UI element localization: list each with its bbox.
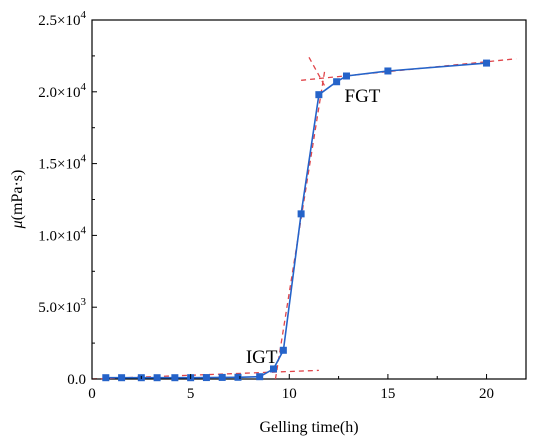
data-point xyxy=(102,374,110,382)
annotations: IGT FGT xyxy=(246,86,381,368)
series-layer xyxy=(102,59,491,382)
y-tick-label: 1.0×104 xyxy=(38,224,86,244)
y-tick-exponent: 4 xyxy=(81,81,87,93)
data-point xyxy=(153,374,161,382)
x-tick-label: 20 xyxy=(479,386,494,402)
data-point xyxy=(171,374,179,382)
y-tick-mantissa: 5.0×10 xyxy=(38,300,80,316)
x-axis-title: Gelling time(h) xyxy=(259,419,358,436)
data-point xyxy=(269,365,277,373)
x-tick-label: 5 xyxy=(187,386,195,402)
y-tick-label: 2.5×104 xyxy=(38,9,86,29)
y-tick-mantissa: 2.0×10 xyxy=(38,85,80,101)
y-axis-title: μ(mPa·s) xyxy=(9,170,26,230)
y-tick-exponent: 4 xyxy=(81,153,87,165)
plot-frame xyxy=(91,19,527,380)
annotation-label: FGT xyxy=(345,86,381,107)
y-tick-mantissa: 2.5×10 xyxy=(38,13,80,29)
data-point xyxy=(384,67,392,75)
x-tick-label: 0 xyxy=(88,386,96,402)
y-axis-symbol: μ xyxy=(9,220,26,229)
y-tick-label: 2.0×104 xyxy=(38,81,86,101)
data-point xyxy=(256,373,264,381)
series-line xyxy=(105,62,487,379)
data-point xyxy=(342,72,350,80)
data-point xyxy=(234,373,242,381)
data-point xyxy=(483,59,491,67)
x-tick-label: 15 xyxy=(380,386,395,402)
x-tick-label: 10 xyxy=(282,386,297,402)
y-tick-label: 1.5×104 xyxy=(38,153,86,173)
data-point xyxy=(202,374,210,382)
fit-line xyxy=(308,57,326,87)
data-point xyxy=(279,346,287,354)
y-tick-mantissa: 1.0×10 xyxy=(38,228,80,244)
axis-ticks: 0 5 10 15 200.05.0×1031.0×1041.5×1042.0×1042… xyxy=(38,9,494,402)
annotation-label: IGT xyxy=(246,347,278,368)
y-tick-mantissa: 0.0 xyxy=(67,372,86,388)
y-tick-label: 0.0 xyxy=(67,372,86,388)
data-point xyxy=(315,91,323,99)
y-tick-mantissa: 1.5×10 xyxy=(38,157,80,173)
data-point xyxy=(218,373,226,381)
y-axis-unit: (mPa·s) xyxy=(9,170,26,221)
data-point xyxy=(333,78,341,86)
y-tick-exponent: 3 xyxy=(81,296,87,308)
data-point xyxy=(297,210,305,218)
data-point xyxy=(118,374,126,382)
y-tick-label: 5.0×103 xyxy=(38,296,86,316)
y-tick-exponent: 4 xyxy=(81,224,87,236)
y-tick-exponent: 4 xyxy=(81,9,87,21)
fit-lines xyxy=(91,57,517,380)
